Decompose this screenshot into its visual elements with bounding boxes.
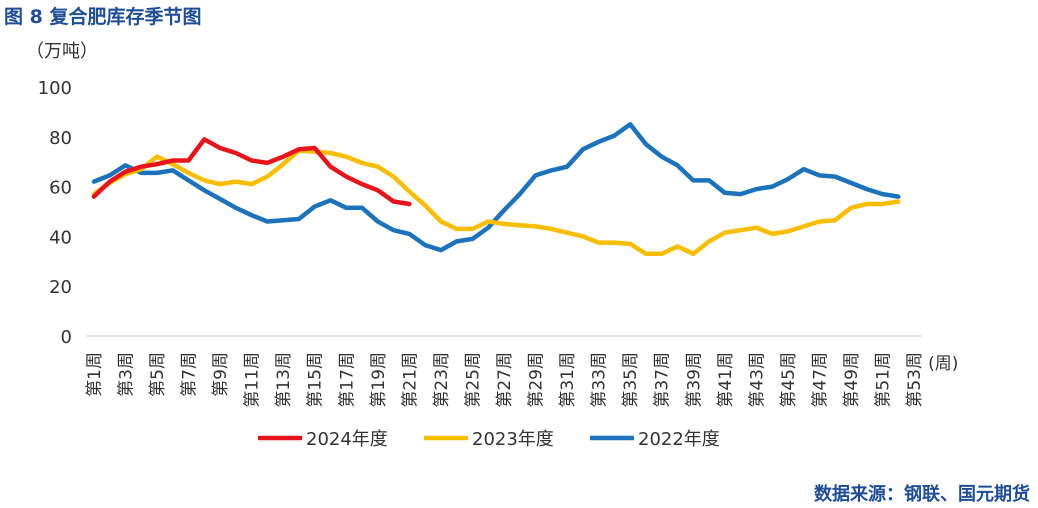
x-tick-label: 第37周 (653, 352, 673, 408)
x-tick-label: 第45周 (779, 352, 799, 408)
y-tick-label: 0 (61, 327, 72, 348)
x-tick-label: 第5周 (148, 352, 168, 397)
x-tick-label: 第21周 (400, 352, 420, 408)
x-tick-label: 第51周 (874, 352, 894, 408)
legend-label: 2022年度 (638, 429, 720, 450)
series-line (91, 148, 901, 257)
x-tick-label: 第1周 (85, 352, 105, 397)
x-tick-label: 第11周 (243, 352, 263, 408)
x-tick-label: 第23周 (432, 352, 452, 408)
y-tick-label: 80 (49, 128, 72, 149)
series-lines (91, 122, 901, 257)
x-tick-label: 第7周 (180, 352, 200, 397)
x-axis-unit-label: (周) (928, 354, 958, 374)
x-tick-label: 第53周 (905, 352, 925, 408)
y-tick-label: 100 (38, 78, 72, 99)
series-line (91, 122, 901, 253)
x-tick-label: 第13周 (274, 352, 294, 408)
y-axis-ticks: 0 20 40 60 80 100 (38, 78, 72, 348)
x-tick-label: 第15周 (306, 352, 326, 408)
legend: 2024年度 2023年度 2022年度 (258, 429, 720, 450)
inventory-seasonal-chart: （万吨） 0 20 40 60 80 100 第1周 第3周 第5周 第7周 第9周 第11周 第13… (26, 41, 958, 450)
x-tick-label: 第33周 (590, 352, 610, 408)
data-source-note: 数据来源：钢联、国元期货 (814, 484, 1030, 505)
y-axis-unit-label: （万吨） (26, 41, 98, 62)
x-tick-label: 第3周 (116, 352, 136, 397)
series-line (91, 137, 412, 207)
figure-title: 图 8 复合肥库存季节图 (4, 6, 202, 28)
x-tick-label: 第17周 (337, 352, 357, 408)
x-tick-label: 第39周 (684, 352, 704, 408)
x-tick-label: 第43周 (747, 352, 767, 408)
x-tick-label: 第35周 (621, 352, 641, 408)
x-tick-label: 第41周 (716, 352, 736, 408)
legend-label: 2024年度 (306, 429, 388, 450)
legend-label: 2023年度 (472, 429, 554, 450)
x-tick-label: 第49周 (842, 352, 862, 408)
y-tick-label: 60 (49, 178, 72, 199)
x-tick-label: 第27周 (495, 352, 515, 408)
x-tick-label: 第25周 (463, 352, 483, 408)
x-tick-label: 第29周 (527, 352, 547, 408)
x-tick-label: 第31周 (558, 352, 578, 408)
x-tick-label: 第47周 (810, 352, 830, 408)
x-axis-ticks: 第1周 第3周 第5周 第7周 第9周 第11周 第13周 第15周 第17周 第19周 第21周第… (85, 352, 925, 408)
x-tick-label: 第9周 (211, 352, 231, 397)
y-tick-label: 40 (49, 227, 72, 248)
y-tick-label: 20 (49, 277, 72, 298)
x-tick-label: 第19周 (369, 352, 389, 408)
